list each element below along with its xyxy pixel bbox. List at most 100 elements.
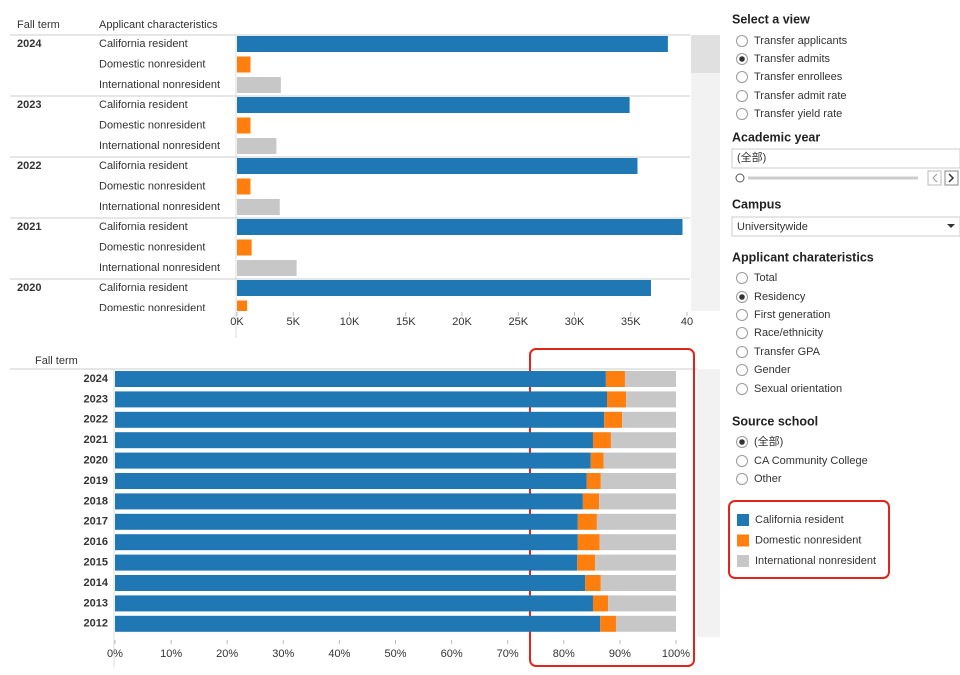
radio[interactable]: [736, 108, 748, 120]
bar-segment: [577, 534, 600, 551]
scrollbar[interactable]: [691, 35, 720, 311]
year-label: 2018: [84, 495, 108, 507]
radio-label[interactable]: Gender: [754, 364, 791, 376]
next-button[interactable]: [944, 170, 959, 186]
radio-label[interactable]: Transfer yield rate: [754, 108, 842, 120]
bar-segment: [585, 575, 601, 591]
radio-dot: [739, 56, 745, 62]
x-tick-label: 40: [681, 316, 693, 328]
radio[interactable]: [736, 327, 748, 339]
section-title: Select a view: [732, 12, 810, 26]
radio-label[interactable]: Sexual orientation: [754, 383, 842, 395]
bar-segment: [604, 411, 623, 428]
radio[interactable]: [736, 364, 748, 376]
row-label: International nonresident: [99, 79, 220, 91]
prev-button[interactable]: [927, 170, 942, 186]
year-value: (全部): [737, 150, 766, 164]
radio[interactable]: [736, 35, 748, 47]
radio-label[interactable]: CA Community College: [754, 455, 868, 467]
radio[interactable]: [736, 90, 748, 102]
bar: [237, 300, 248, 311]
radio[interactable]: [736, 383, 748, 395]
row-label: Domestic nonresident: [99, 180, 205, 192]
radio-label[interactable]: First generation: [754, 309, 830, 321]
campus-dropdown[interactable]: [731, 216, 960, 237]
bar-segment: [592, 432, 611, 449]
year-dropdown[interactable]: [731, 148, 960, 169]
legend-label: International nonresident: [755, 555, 876, 567]
row-label: International nonresident: [99, 140, 220, 152]
prev-icon: [932, 173, 938, 183]
bar-segment: [599, 493, 676, 510]
year-label: 2022: [84, 414, 108, 426]
row-label: California resident: [99, 282, 188, 294]
x-tick-label: 50%: [384, 648, 406, 660]
bar: [237, 280, 651, 296]
bar: [237, 239, 252, 256]
radio-dot: [739, 294, 745, 300]
legend-swatch: [737, 555, 749, 567]
radio[interactable]: [736, 309, 748, 321]
radio-label[interactable]: Transfer enrollees: [754, 71, 843, 83]
radio-label[interactable]: Transfer applicants: [754, 35, 848, 47]
year-label: 2023: [84, 393, 108, 405]
bar-segment: [115, 391, 607, 408]
legend-swatch: [737, 514, 749, 526]
bar-segment: [624, 371, 676, 387]
slider-handle[interactable]: [735, 173, 745, 183]
x-tick-label: 15K: [396, 316, 416, 328]
bar-segment: [600, 615, 616, 632]
bar-segment: [596, 513, 676, 530]
radio-label[interactable]: Residency: [754, 291, 806, 303]
radio[interactable]: [736, 473, 748, 485]
bar-segment: [115, 452, 591, 469]
row-label: California resident: [99, 221, 188, 233]
bar-segment: [115, 615, 601, 632]
radio-label[interactable]: Transfer admits: [754, 53, 831, 65]
bar-segment: [115, 595, 593, 612]
x-tick-label: 10%: [160, 648, 182, 660]
section-title: Campus: [732, 197, 781, 211]
radio[interactable]: [736, 455, 748, 467]
radio[interactable]: [736, 272, 748, 284]
bar: [237, 117, 251, 134]
bar-segment: [610, 432, 676, 449]
radio-label[interactable]: (全部): [754, 434, 783, 448]
radio-label[interactable]: Transfer admit rate: [754, 90, 847, 102]
x-tick-label: 35K: [621, 316, 641, 328]
bar-segment: [115, 411, 605, 428]
section-title: Academic year: [732, 130, 820, 144]
radio-label[interactable]: Total: [754, 272, 777, 284]
radio-dot: [739, 439, 745, 445]
year-label: 2015: [84, 557, 108, 569]
bar-segment: [608, 595, 676, 612]
radio-label[interactable]: Race/ethnicity: [754, 327, 824, 339]
bar-segment: [595, 554, 676, 571]
x-tick-label: 60%: [441, 648, 463, 660]
radio-label[interactable]: Transfer GPA: [754, 346, 821, 358]
scroll-thumb[interactable]: [691, 35, 720, 73]
radio-label[interactable]: Other: [754, 473, 782, 485]
bar-segment: [582, 493, 600, 510]
radio[interactable]: [736, 71, 748, 83]
bar-segment: [115, 513, 578, 530]
year-label: 2024: [84, 373, 109, 385]
year-label: 2012: [84, 618, 108, 630]
bar: [237, 97, 630, 113]
year-label: 2021: [17, 221, 41, 233]
radio[interactable]: [736, 346, 748, 358]
bar-segment: [603, 452, 676, 469]
x-tick-label: 70%: [497, 648, 519, 660]
scrollbar[interactable]: [697, 369, 720, 637]
bar-segment: [622, 411, 676, 428]
bar-segment: [600, 575, 676, 591]
bar-segment: [577, 554, 596, 571]
year-label: 2024: [17, 38, 42, 50]
legend-label: California resident: [755, 514, 844, 526]
bar-segment: [590, 452, 604, 469]
next-icon: [948, 173, 955, 183]
legend-label: Domestic nonresident: [755, 534, 861, 546]
year-label: 2017: [84, 516, 108, 528]
section-title: Applicant charateristics: [732, 250, 874, 264]
